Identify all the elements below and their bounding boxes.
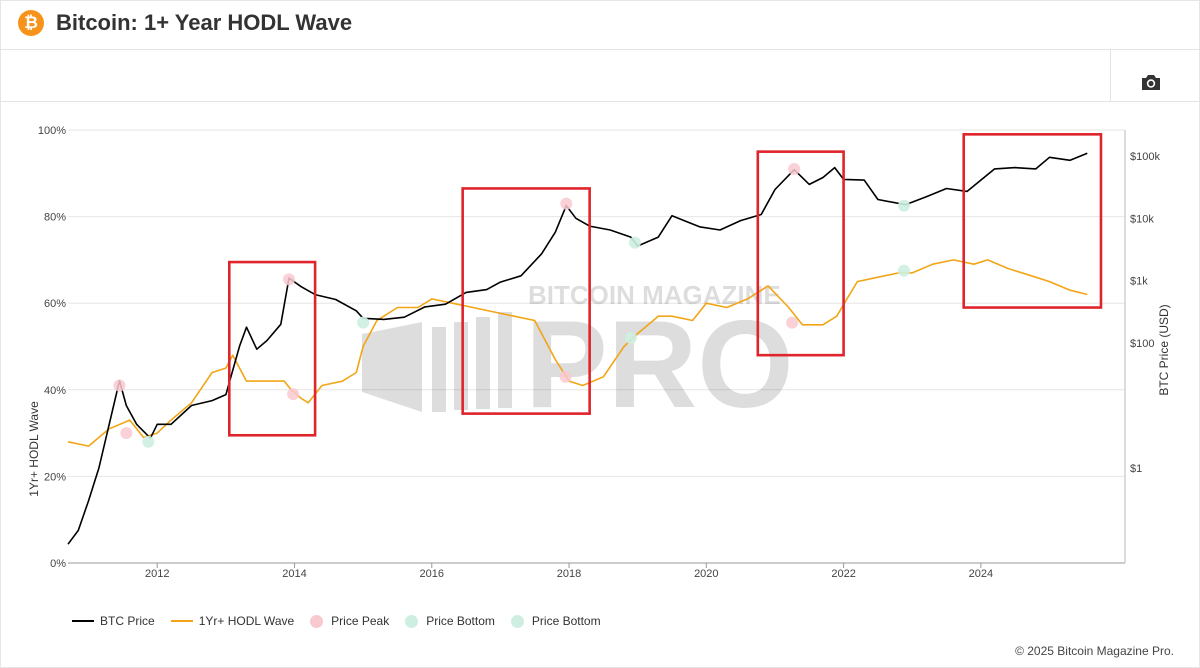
price-peak-marker xyxy=(287,388,300,401)
price-peak-marker xyxy=(120,427,133,440)
legend-dot-swatch xyxy=(405,614,419,628)
y-right-tick-label: $1k xyxy=(1130,276,1148,288)
x-tick-label: 2022 xyxy=(831,568,855,580)
legend-item[interactable]: Price Bottom xyxy=(405,614,495,628)
highlight-box xyxy=(962,133,1103,309)
camera-icon[interactable] xyxy=(1140,72,1162,92)
toolbar-divider xyxy=(1110,50,1111,101)
legend-label: BTC Price xyxy=(100,614,155,628)
legend-label: Price Peak xyxy=(331,614,390,628)
y-left-tick-label: 40% xyxy=(44,385,66,397)
bitcoin-logo-icon: ₿ xyxy=(18,10,44,36)
y-left-tick-label: 100% xyxy=(38,125,66,137)
x-tick-label: 2016 xyxy=(420,568,444,580)
y-left-tick-label: 20% xyxy=(44,471,66,483)
legend-label: Price Bottom xyxy=(426,614,495,628)
legend-label: 1Yr+ HODL Wave xyxy=(198,614,295,628)
price-peak-marker xyxy=(560,197,573,210)
price-bottom-marker xyxy=(142,435,155,448)
x-tick-label: 2024 xyxy=(969,568,993,580)
x-tick-label: 2012 xyxy=(145,568,169,580)
price-peak-marker xyxy=(788,162,801,175)
price-peak-marker xyxy=(113,379,126,392)
legend-line-swatch xyxy=(170,620,193,622)
price-bottom-marker xyxy=(628,236,641,249)
price-peak-marker xyxy=(786,316,799,329)
y-right-tick-label: $100k xyxy=(1130,151,1160,163)
price-bottom-marker xyxy=(897,264,910,277)
copyright-text: © 2025 Bitcoin Magazine Pro. xyxy=(1015,644,1174,658)
watermark-line1: BITCOIN MAGAZINE xyxy=(528,280,781,310)
btc-price-line xyxy=(67,152,1088,545)
legend-dot-swatch xyxy=(510,614,524,628)
highlight-box xyxy=(227,260,317,437)
price-peak-marker xyxy=(559,370,572,383)
y-left-tick-label: 0% xyxy=(50,558,66,570)
legend-dot-swatch xyxy=(310,614,324,628)
legend-item[interactable]: BTC Price xyxy=(72,614,155,628)
chart-toolbar xyxy=(0,50,1200,102)
hodl-wave-chart: BITCOIN MAGAZINE PRO 0% 20% 40% 60% 80% 100% $… xyxy=(27,125,1171,580)
watermark-bars-icon xyxy=(362,312,512,412)
y-right-tick-label: $100 xyxy=(1130,338,1154,350)
legend-item[interactable]: Price Peak xyxy=(310,614,389,628)
y-right-tick-label: $10k xyxy=(1130,213,1154,225)
x-tick-label: 2018 xyxy=(557,568,581,580)
legend-item[interactable]: Price Bottom xyxy=(510,614,601,628)
x-tick-label: 2014 xyxy=(282,568,306,580)
price-bottom-marker xyxy=(624,331,637,344)
y-right-tick-label: $1 xyxy=(1130,463,1142,475)
highlight-box xyxy=(461,187,591,415)
y-axis-right-title: BTC Price (USD) xyxy=(1157,304,1171,395)
legend-line-swatch xyxy=(72,620,94,622)
price-bottom-marker xyxy=(897,199,910,212)
watermark: BITCOIN MAGAZINE PRO xyxy=(362,280,794,434)
legend-label: Price Bottom xyxy=(531,614,601,628)
watermark-line2: PRO xyxy=(525,296,794,434)
price-peak-marker xyxy=(283,273,296,286)
price-bottom-marker xyxy=(357,316,370,329)
chart-header: ₿ Bitcoin: 1+ Year HODL Wave xyxy=(0,0,1200,50)
highlight-box xyxy=(756,150,845,357)
chart-legend: BTC Price 1Yr+ HODL Wave Price Peak Price B… xyxy=(72,612,617,630)
y-left-tick-label: 60% xyxy=(44,298,66,310)
legend-item[interactable]: 1Yr+ HODL Wave xyxy=(170,614,295,628)
x-tick-label: 2020 xyxy=(694,568,718,580)
chart-title: Bitcoin: 1+ Year HODL Wave xyxy=(56,10,353,35)
y-axis-left-title: 1Yr+ HODL Wave xyxy=(27,401,41,497)
y-left-tick-label: 80% xyxy=(44,212,66,224)
